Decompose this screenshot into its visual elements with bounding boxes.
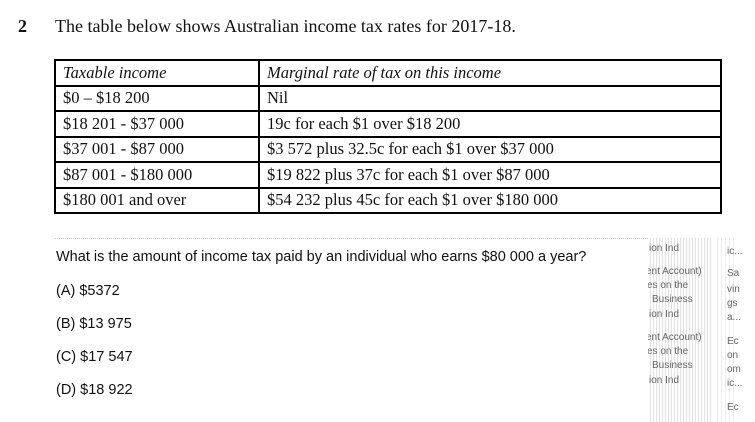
side-fragment: a... — [727, 312, 741, 323]
side-fragment: gs — [727, 298, 738, 309]
side-fragment: es on the — [648, 346, 689, 357]
income-bracket-cell: $18 201 - $37 000 — [54, 110, 260, 138]
side-panel-stripes — [648, 238, 713, 422]
question-prompt: What is the amount of income tax paid by… — [56, 249, 587, 265]
tax-rate-cell: Nil — [258, 84, 722, 112]
answer-option-a[interactable]: (A) $5372 — [56, 283, 120, 299]
side-fragment: on — [727, 350, 739, 361]
side-fragment: Sa — [727, 268, 740, 279]
table-header-row: Taxable income Marginal rate of tax on t… — [54, 59, 722, 87]
side-fragment: es on the — [648, 280, 689, 291]
section-divider — [55, 238, 650, 239]
table-row: $0 – $18 200 Nil — [54, 84, 722, 112]
side-fragment: Business — [652, 360, 693, 371]
side-fragment: ic... — [727, 378, 743, 389]
side-fragment: Business — [652, 294, 693, 305]
tax-rate-cell: $19 822 plus 37c for each $1 over $87 00… — [258, 161, 722, 189]
answer-option-d[interactable]: (D) $18 922 — [56, 382, 133, 398]
side-fragment: ic... — [727, 246, 743, 257]
tax-rate-cell: 19c for each $1 over $18 200 — [258, 110, 722, 138]
answer-option-b[interactable]: (B) $13 975 — [56, 316, 132, 332]
income-bracket-cell: $37 001 - $87 000 — [54, 135, 260, 163]
side-fragment: ion Ind — [649, 243, 680, 254]
question-intro: The table below shows Australian income … — [55, 16, 516, 36]
side-fragment: ent Account) — [648, 332, 702, 343]
side-fragment: Ec — [727, 402, 739, 413]
tax-rate-cell: $3 572 plus 32.5c for each $1 over $37 0… — [258, 135, 722, 163]
tax-rate-cell: $54 232 plus 45c for each $1 over $180 0… — [258, 186, 722, 214]
income-bracket-cell: $87 001 - $180 000 — [54, 161, 260, 189]
income-bracket-cell: $180 001 and over — [54, 186, 260, 214]
side-panel-overlay: ion Ind ent Account) es on the Business … — [648, 238, 755, 422]
side-fragment: ion Ind — [649, 309, 680, 320]
table-row: $18 201 - $37 000 19c for each $1 over $… — [54, 110, 722, 138]
side-fragment: vin — [727, 284, 740, 295]
side-fragment: Ec — [727, 336, 739, 347]
income-bracket-cell: $0 – $18 200 — [54, 84, 260, 112]
table-row: $180 001 and over $54 232 plus 45c for e… — [54, 186, 722, 214]
side-panel-stripes-secondary — [714, 238, 736, 422]
header-taxable-income: Taxable income — [54, 59, 260, 87]
header-marginal-rate: Marginal rate of tax on this income — [258, 59, 722, 87]
question-number: 2 — [18, 16, 27, 36]
side-fragment: ent Account) — [648, 266, 702, 277]
table-row: $37 001 - $87 000 $3 572 plus 32.5c for … — [54, 135, 722, 163]
answer-option-c[interactable]: (C) $17 547 — [56, 349, 133, 365]
side-fragment: om — [727, 364, 741, 375]
tax-rates-table: Taxable income Marginal rate of tax on t… — [54, 59, 722, 214]
table-row: $87 001 - $180 000 $19 822 plus 37c for … — [54, 161, 722, 189]
side-fragment: ion Ind — [649, 375, 680, 386]
